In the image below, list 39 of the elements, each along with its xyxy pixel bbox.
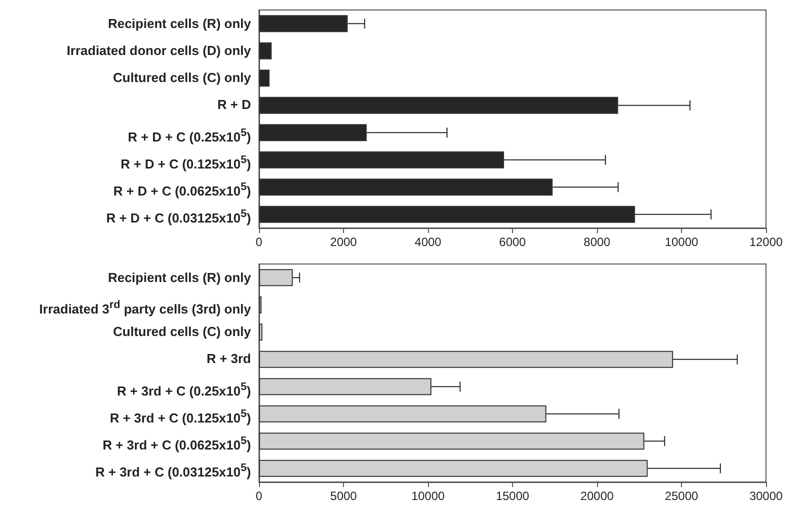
x-tick-label: 25000: [664, 489, 699, 503]
y-tick-label: R + 3rd + C (0.03125x10$^{5}$): [95, 461, 251, 482]
y-tick-label: Irradiated 3$^{rd}$ party cells (3rd) only: [39, 298, 251, 318]
x-tick-label: 0: [256, 235, 263, 249]
x-tick-label: 10000: [411, 489, 446, 503]
y-tick-label: R + D + C (0.125x10$^{5}$): [120, 152, 251, 174]
bar: [259, 42, 272, 60]
y-tick-label: R + 3rd + C (0.25x10$^{5}$): [117, 380, 251, 400]
bar: [259, 405, 546, 422]
x-tick-label: 10000: [664, 235, 699, 249]
bar: [259, 460, 648, 477]
y-tick-label: R + 3rd + C (0.125x10$^{5}$): [110, 406, 251, 428]
x-tick-label: 5000: [330, 489, 358, 503]
y-tick-label: R + D + C (0.03125x10$^{5}$): [106, 207, 251, 228]
x-tick-label: 8000: [584, 235, 611, 249]
bar: [259, 432, 644, 450]
y-tick-label: Cultured cells (C) only: [113, 323, 251, 342]
bar: [259, 350, 674, 368]
x-tick-label: 0: [256, 489, 263, 503]
x-tick-label: 6000: [499, 235, 526, 249]
y-tick-label: R + D + C (0.25x10$^{5}$): [128, 126, 251, 146]
x-tick-label: 4000: [414, 235, 442, 249]
bar: [259, 269, 293, 286]
x-tick-label: 2000: [330, 235, 358, 249]
y-tick-label: Cultured cells (C) only: [113, 69, 251, 88]
bar: [259, 324, 262, 341]
x-tick-label: 20000: [580, 489, 614, 503]
y-tick-label: R + 3rd + C (0.0625x10$^{5}$): [102, 434, 251, 454]
x-tick-label: 12000: [749, 235, 784, 249]
y-tick-label: R + D: [217, 96, 251, 114]
y-tick-label: R + D + C (0.0625x10$^{5}$): [113, 180, 251, 200]
x-tick-label: 30000: [749, 489, 784, 503]
y-tick-label: Recipient cells (R) only: [108, 14, 251, 33]
x-tick-label: 15000: [496, 489, 530, 503]
bar: [259, 378, 432, 396]
bar: [259, 70, 270, 87]
y-tick-label: R + 3rd: [206, 350, 251, 368]
y-tick-label: Irradiated donor cells (D) only: [66, 42, 251, 60]
y-tick-label: Recipient cells (R) only: [108, 268, 251, 287]
